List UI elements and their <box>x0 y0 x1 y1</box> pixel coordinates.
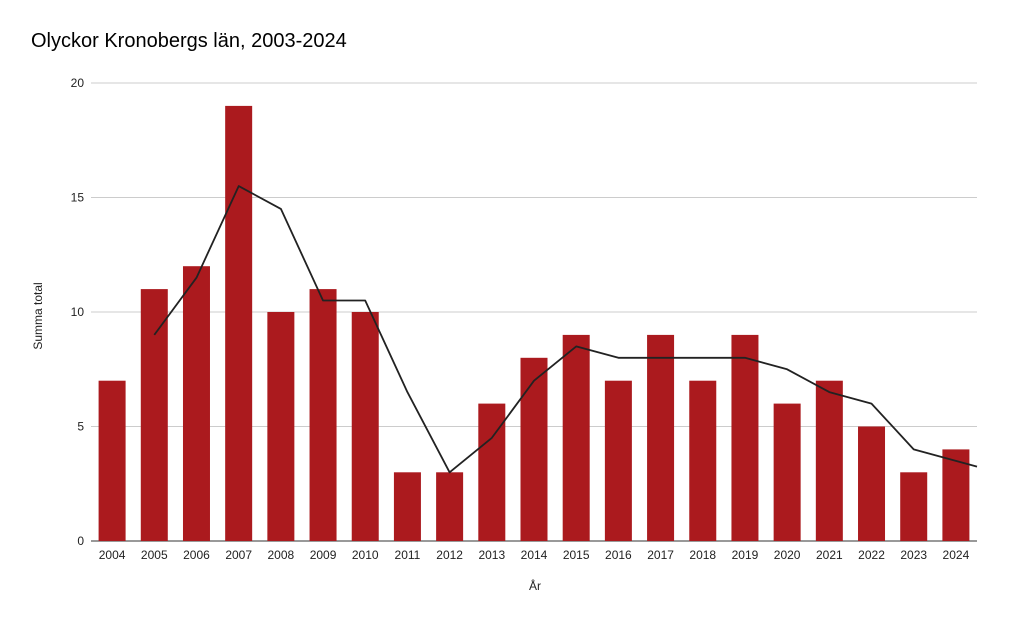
x-tick-label: 2021 <box>816 548 843 562</box>
x-tick-label: 2005 <box>141 548 168 562</box>
bar <box>731 334 759 541</box>
x-tick-label: 2024 <box>943 548 970 562</box>
y-tick-labels: 0 5 10 15 20 <box>71 76 85 548</box>
trend-line-series <box>153 185 978 474</box>
x-tick-labels: 2004 2005 2006 2007 2008 2009 2010 2011 2012 2013… <box>99 548 970 562</box>
bar <box>647 334 675 541</box>
bar <box>858 426 886 541</box>
y-tick-label: 5 <box>77 420 84 434</box>
bar <box>942 449 970 541</box>
x-axis-label: År <box>529 579 541 593</box>
x-tick-label: 2014 <box>521 548 548 562</box>
bar <box>436 472 464 541</box>
bar <box>689 380 717 541</box>
bar <box>267 312 295 541</box>
bar <box>351 312 379 541</box>
x-tick-label: 2018 <box>689 548 716 562</box>
bar <box>309 289 337 541</box>
bar <box>815 380 843 541</box>
y-tick-label: 20 <box>71 76 85 90</box>
bar <box>520 357 548 541</box>
x-tick-label: 2020 <box>774 548 801 562</box>
bar <box>182 266 210 541</box>
bar <box>98 380 126 541</box>
y-tick-label: 15 <box>71 191 85 205</box>
bar <box>773 403 801 541</box>
x-tick-label: 2009 <box>310 548 337 562</box>
x-tick-label: 2004 <box>99 548 126 562</box>
chart-title: Olyckor Kronobergs län, 2003-2024 <box>31 30 347 52</box>
x-tick-label: 2016 <box>605 548 632 562</box>
bar <box>225 105 253 542</box>
bar <box>604 380 632 541</box>
x-tick-label: 2013 <box>478 548 505 562</box>
bar <box>562 334 590 541</box>
x-tick-label: 2011 <box>395 548 421 562</box>
x-tick-label: 2007 <box>225 548 252 562</box>
bar <box>900 472 928 541</box>
x-tick-label: 2022 <box>858 548 885 562</box>
x-tick-label: 2019 <box>732 548 759 562</box>
y-tick-label: 0 <box>77 534 84 548</box>
x-tick-label: 2010 <box>352 548 379 562</box>
x-tick-label: 2015 <box>563 548 590 562</box>
x-tick-label: 2008 <box>268 548 295 562</box>
x-tick-label: 2017 <box>647 548 674 562</box>
bar <box>140 289 168 541</box>
trend-line <box>153 185 978 474</box>
bar-series <box>98 105 970 542</box>
x-tick-label: 2012 <box>436 548 463 562</box>
bar <box>393 472 421 541</box>
y-tick-label: 10 <box>71 305 85 319</box>
x-tick-label: 2023 <box>900 548 927 562</box>
x-tick-label: 2006 <box>183 548 210 562</box>
